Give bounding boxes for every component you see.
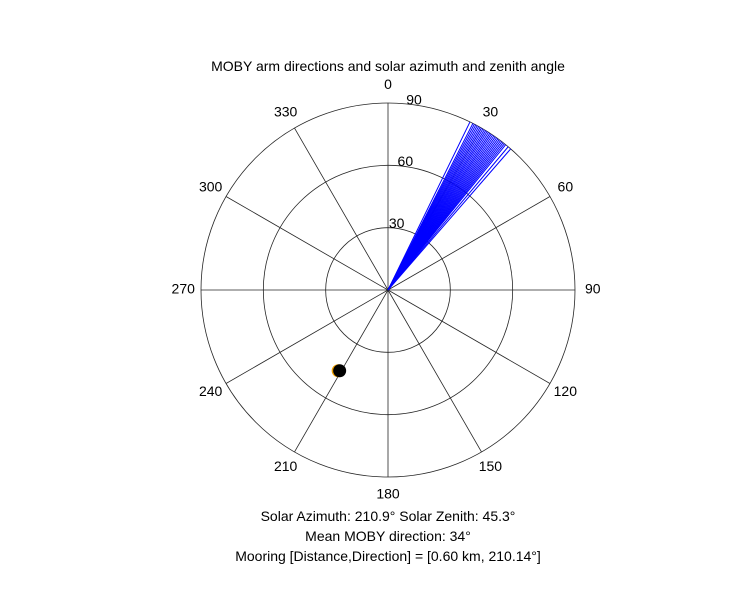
radial-tick-label: 90 <box>406 92 422 108</box>
theta-tick-label: 120 <box>554 383 578 399</box>
spoke-line <box>294 127 389 291</box>
chart-title: MOBY arm directions and solar azimuth an… <box>211 58 565 74</box>
theta-tick-label: 30 <box>483 103 499 119</box>
sun-marker <box>333 364 347 378</box>
spoke-line <box>225 289 389 384</box>
arm-direction-line <box>387 148 512 291</box>
radial-tick-label: 60 <box>398 153 414 169</box>
theta-tick-label: 330 <box>274 103 298 119</box>
arm-direction-line <box>387 146 509 291</box>
theta-tick-label: 180 <box>376 485 400 501</box>
spoke-line <box>387 289 482 453</box>
arm-direction-line <box>387 121 471 291</box>
mooring-text: Mooring [Distance,Direction] = [0.60 km,… <box>235 548 541 564</box>
radial-circle <box>325 227 451 353</box>
theta-tick-label: 240 <box>199 383 223 399</box>
theta-tick-label: 270 <box>172 281 196 297</box>
solar-azimuth-zenith-text: Solar Azimuth: 210.9° Solar Zenith: 45.3… <box>260 508 516 524</box>
spoke-line <box>225 196 389 291</box>
arm-direction-line <box>387 144 507 291</box>
spoke-line <box>387 196 551 291</box>
polar-grid <box>200 102 576 478</box>
radial-circle <box>200 102 576 478</box>
tick-labels: 0 30 60 90 120 150 180 210 240 270 300 330 30 60 90 <box>172 76 601 502</box>
spoke-line <box>387 289 551 384</box>
theta-tick-label: 90 <box>585 281 601 297</box>
theta-tick-label: 210 <box>274 458 298 474</box>
radial-circle <box>262 164 514 416</box>
theta-tick-label: 60 <box>558 178 574 194</box>
moby-arm-directions <box>387 121 512 291</box>
theta-tick-label: 300 <box>199 178 223 194</box>
theta-tick-label: 0 <box>384 76 392 92</box>
solar-position <box>331 364 347 378</box>
theta-tick-label: 150 <box>479 458 503 474</box>
radial-tick-label: 30 <box>389 215 405 231</box>
mean-moby-direction-text: Mean MOBY direction: 34° <box>305 528 471 544</box>
